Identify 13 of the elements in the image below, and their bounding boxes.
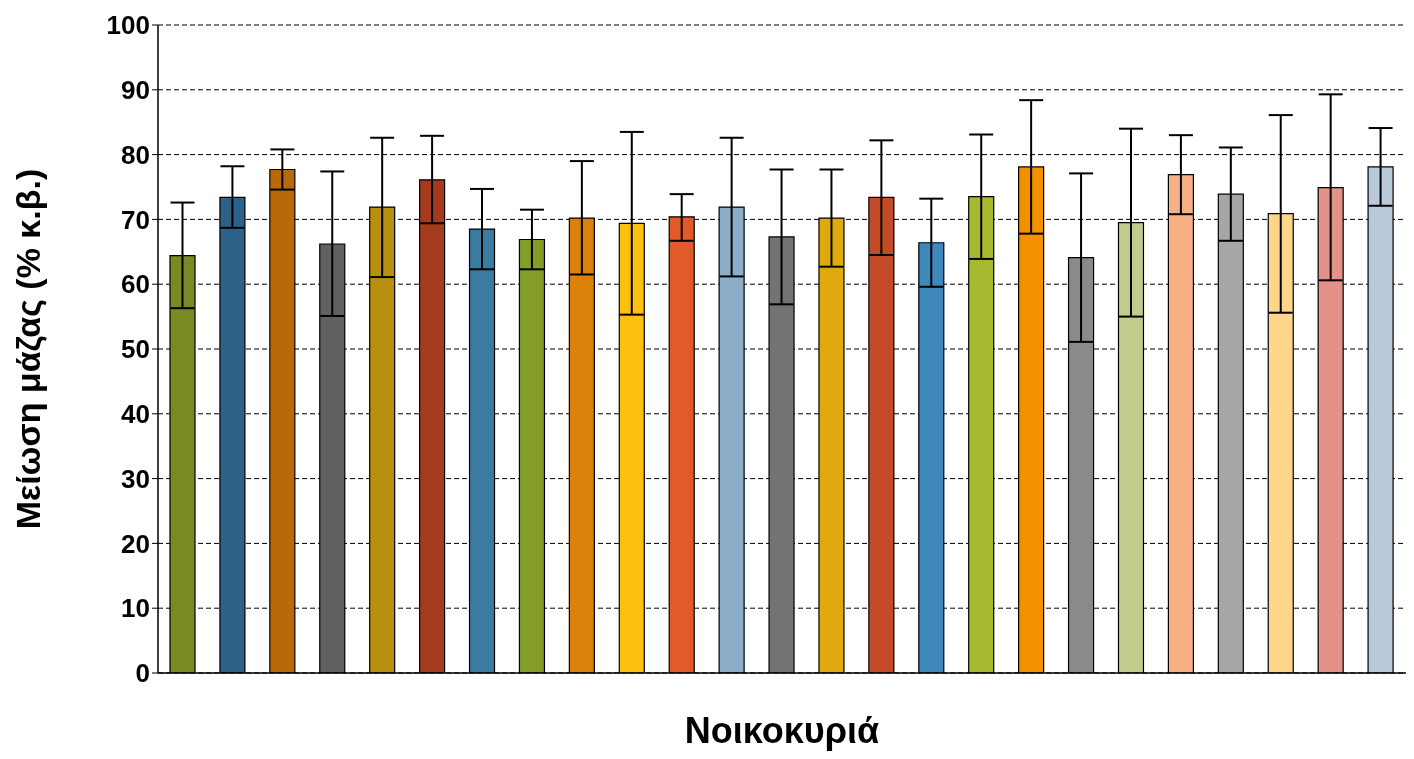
y-tick-label: 50 [121, 334, 150, 365]
y-tick-label: 70 [121, 204, 150, 235]
y-tick-label: 100 [106, 10, 150, 41]
y-tick-label: 80 [121, 139, 150, 170]
y-tick-label: 60 [121, 269, 150, 300]
x-axis-title: Νοικοκυριά [684, 710, 880, 751]
y-axis-title: Μείωση μάζας (% κ.β.) [9, 168, 48, 530]
y-tick-label: 0 [135, 658, 150, 689]
y-tick-label: 20 [121, 528, 150, 559]
y-tick-label: 40 [121, 399, 150, 430]
y-tick-label: 10 [121, 593, 150, 624]
y-tick-label: 30 [121, 463, 150, 494]
y-tick-label: 90 [121, 75, 150, 106]
